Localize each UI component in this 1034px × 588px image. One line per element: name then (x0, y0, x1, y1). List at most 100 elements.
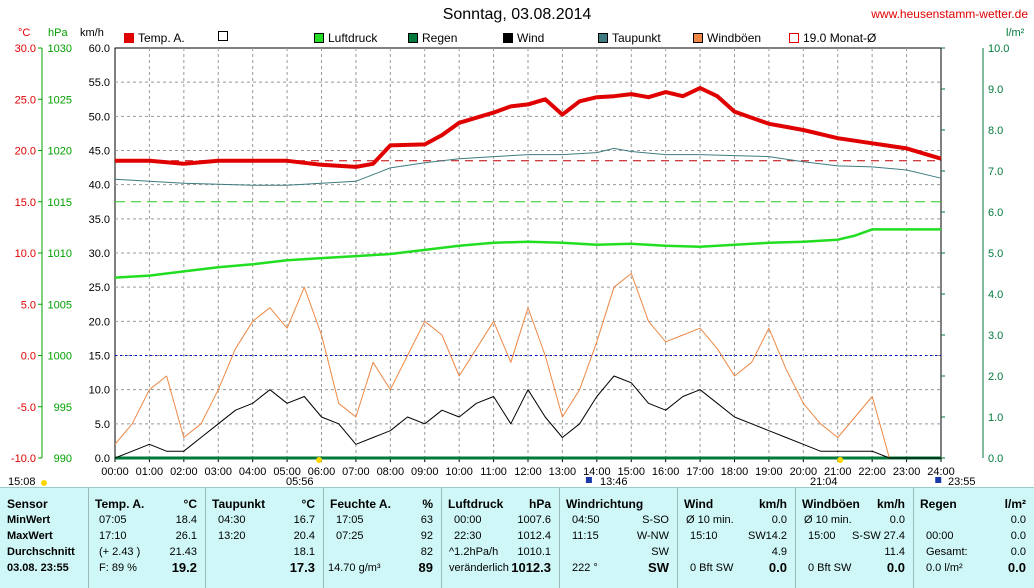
series-line-temp-a- (115, 86, 942, 169)
x-tick-label: 21:00 (824, 466, 852, 478)
rain-row1-value: 0.0 (1010, 514, 1026, 526)
stats-col-humidity: Feuchte A.% 17:05 63 07:25 92 82 14.70 g/m… (323, 488, 441, 588)
legend-temp: Temp. A. (124, 31, 185, 45)
dew-header: Taupunkt (212, 497, 266, 511)
x-tick-label: 18:00 (721, 466, 749, 478)
rain-unit: l/m² (1006, 27, 1025, 39)
rain-row2-label: 00:00 (926, 530, 954, 542)
gust-current-value: 0.0 (886, 560, 905, 575)
press-unit-label: hPa (528, 497, 551, 511)
press-min-time: 00:00 (454, 514, 482, 526)
wind-avg10-label: Ø 10 min. (686, 514, 734, 526)
rain-tick-label: 2.0 (988, 371, 1003, 383)
dew-max-time: 13:20 (218, 530, 246, 542)
temp-max-time: 17:10 (99, 530, 127, 542)
dew-min-value: 16.7 (293, 514, 315, 526)
speed-tick-label: 60.0 (89, 43, 110, 55)
x-tick-label: 02:00 (170, 466, 198, 478)
pressure-tick-label: 1005 (48, 299, 72, 311)
moonrise-marker: 13:46 (600, 476, 628, 488)
x-tick-label: 11:00 (480, 466, 507, 478)
temp-feels: F: 89 % (99, 562, 137, 574)
winddir-current-value: SW (648, 560, 669, 575)
x-tick-label: 01:00 (136, 466, 164, 478)
legend-pressure: Luftdruck (314, 31, 377, 45)
temp-min-value: 18.4 (175, 514, 197, 526)
winddir-degrees: 222 ° (572, 562, 598, 574)
speed-tick-label: 0.0 (95, 453, 110, 465)
rain-tick-label: 10.0 (988, 43, 1009, 55)
x-tick-label: 24:00 (927, 466, 955, 478)
site-url[interactable]: www.heusenstamm-wetter.de (871, 7, 1028, 21)
temp-unit: °C (18, 27, 31, 39)
x-tick-label: 06:00 (308, 466, 336, 478)
winddir-min-time: 04:50 (572, 514, 600, 526)
winddir-header: Windrichtung (566, 497, 644, 511)
wind-max-time: 15:10 (690, 530, 718, 542)
pressure-tick-label: 990 (54, 453, 72, 465)
hum-current-value: 89 (418, 560, 433, 575)
x-tick-label: 03:00 (204, 466, 232, 478)
rain-tick-label: 0.0 (988, 453, 1003, 465)
press-trend: ^1.2hPa/h (449, 546, 499, 558)
x-tick-label: 05:00 (273, 466, 301, 478)
sensor-min-label: MinWert (7, 514, 51, 526)
legend-wind: Wind (503, 31, 544, 45)
wind-max-dir: SW (748, 530, 766, 542)
legend-month-avg: 19.0 Monat-Ø (789, 31, 876, 45)
x-tick-label: 15:00 (617, 466, 645, 478)
speed-unit: km/h (80, 27, 104, 39)
sunset-marker: 21:04 (810, 476, 838, 488)
end-time-marker: 23:55 (948, 476, 976, 488)
legend-gusts-label: Windböen (707, 31, 762, 45)
stats-col-sensor: Sensor MinWert MaxWert Durchschnitt 03.0… (0, 488, 88, 588)
start-time-icon (41, 480, 47, 486)
hum-unit-label: % (422, 497, 433, 511)
pressure-unit: hPa (48, 27, 68, 39)
press-max-value: 1012.4 (517, 530, 551, 542)
rain-tick-label: 1.0 (988, 412, 1003, 424)
temp-tick-label: 15.0 (15, 197, 36, 209)
press-header: Luftdruck (448, 497, 504, 511)
temp-max-value: 26.1 (175, 530, 197, 542)
legend-temp-label: Temp. A. (138, 31, 185, 45)
gust-bft: 0 Bft SW (808, 562, 852, 574)
speed-tick-label: 40.0 (89, 180, 110, 192)
x-tick-label: 08:00 (377, 466, 405, 478)
speed-tick-label: 10.0 (89, 385, 110, 397)
rain-tick-label: 7.0 (988, 166, 1003, 178)
winddir-max-time: 11:15 (572, 530, 599, 542)
hum-absolute: 14.70 g/m³ (328, 562, 381, 574)
series-line-luftdruck (114, 228, 941, 279)
x-tick-label: 22:00 (858, 466, 886, 478)
hum-max-value: 92 (420, 530, 433, 542)
weather-chart: 30.0 25.0 20.0 15.0 10.0 5.0 0.0 -5.0 -10.0 1030 1… (11, 43, 1009, 486)
temp-avg-value: 21.43 (169, 546, 197, 558)
pressure-tick-label: 1020 (48, 146, 72, 158)
gust-unit-label: km/h (876, 497, 905, 511)
rain-row2-value: 0.0 (1010, 530, 1026, 542)
chart-legend: Temp. A. Luftdruck Regen Wind Taupunkt W… (0, 31, 1034, 47)
hum-min-time: 17:05 (336, 514, 364, 526)
rain-tick-label: 9.0 (988, 84, 1003, 96)
speed-tick-label: 20.0 (89, 316, 110, 328)
x-tick-label: 19:00 (755, 466, 783, 478)
series-line-wind (114, 375, 941, 459)
wind-unit-label: km/h (758, 497, 787, 511)
pressure-tick-label: 995 (54, 402, 72, 414)
rain-tick-label: 5.0 (988, 248, 1003, 260)
sensor-max-label: MaxWert (7, 530, 53, 542)
rain-tick-label: 3.0 (988, 330, 1003, 342)
sunrise-marker: 05:56 (286, 476, 314, 488)
wind-bft: 0 Bft SW (690, 562, 734, 574)
pressure-tick-label: 1025 (48, 94, 72, 106)
legend-temp-swatch (124, 33, 134, 43)
gust-avg-value: 11.4 (884, 546, 905, 558)
sensor-header: Sensor (7, 497, 48, 511)
legend-wind-swatch (503, 33, 513, 43)
moonrise-icon (585, 477, 592, 483)
stats-col-dewpoint: Taupunkt °C 04:30 16.7 13:20 20.4 18.1 17.3 (205, 488, 323, 588)
legend-dewpoint: Taupunkt (598, 31, 661, 45)
end-time-icon (935, 477, 942, 483)
stats-col-winddir: Windrichtung 04:50 S-SO 11:15 W-NW SW 222 … (559, 488, 677, 588)
